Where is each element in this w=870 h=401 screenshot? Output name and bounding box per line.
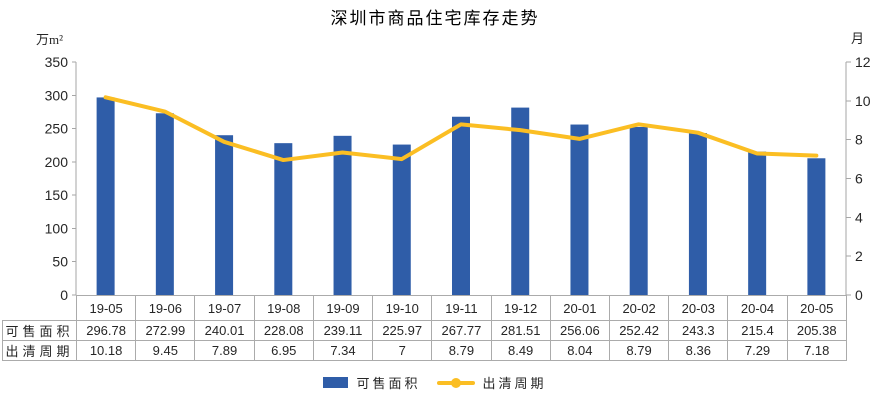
left-axis-unit-label: 万m² xyxy=(36,32,64,47)
bar-19-11 xyxy=(452,116,470,295)
bar-19-09 xyxy=(333,135,352,295)
legend-item-clearing-cycle: 出清周期 xyxy=(436,373,547,392)
cell-20-01: 256.06 xyxy=(549,320,610,341)
right-axis-tick-label: 4 xyxy=(855,209,863,225)
cell-19-12: 281.51 xyxy=(490,320,551,341)
month-label-19-07: 19-07 xyxy=(194,295,255,321)
data-table: 19-05 19-06 19-07 19-08 19-09 19-10 19-11 19-12… xyxy=(2,295,847,361)
left-axis-tick-label: 0 xyxy=(60,287,68,303)
chart-title: 深圳市商品住宅库存走势 xyxy=(330,9,540,28)
cell-20-01: 8.04 xyxy=(549,340,610,361)
left-axis-tick-label: 50 xyxy=(52,254,68,270)
right-axis-tick-label: 12 xyxy=(855,54,870,70)
month-label-20-02: 20-02 xyxy=(608,295,670,321)
bar-19-12 xyxy=(511,107,530,295)
bar-19-07 xyxy=(215,135,234,295)
right-axis-tick-label: 0 xyxy=(855,287,863,303)
month-label-19-10: 19-10 xyxy=(372,295,433,321)
cell-19-06: 9.45 xyxy=(135,340,196,361)
cell-20-05: 7.18 xyxy=(786,340,847,361)
month-label-19-12: 19-12 xyxy=(490,295,551,321)
cell-20-04: 215.4 xyxy=(727,320,788,341)
cell-20-02: 8.79 xyxy=(608,340,670,361)
cell-20-05: 205.38 xyxy=(786,320,847,341)
trend-line xyxy=(103,95,819,163)
row-header-clearing-cycle: 出清周期 xyxy=(2,340,77,361)
right-axis-tick-label: 6 xyxy=(855,171,863,187)
month-label-20-05: 20-05 xyxy=(786,295,847,321)
month-label-19-05: 19-05 xyxy=(75,295,137,321)
legend-dot-icon xyxy=(450,377,461,388)
month-label-19-09: 19-09 xyxy=(312,295,374,321)
month-label-20-03: 20-03 xyxy=(668,295,729,321)
bar-20-01 xyxy=(570,124,589,295)
right-axis-tick-label: 2 xyxy=(855,248,863,264)
bar-20-03 xyxy=(688,133,707,295)
legend: 可售面积 出清周期 xyxy=(0,373,870,392)
month-label-19-11: 19-11 xyxy=(431,295,492,321)
left-axis-tick-label: 200 xyxy=(45,154,69,170)
bar-20-04 xyxy=(748,151,767,295)
cell-20-03: 243.3 xyxy=(668,320,729,341)
month-label-19-08: 19-08 xyxy=(253,295,314,321)
bar-19-05 xyxy=(96,97,115,295)
cell-19-07: 240.01 xyxy=(194,320,255,341)
left-axis-tick-label: 250 xyxy=(45,121,69,137)
cell-19-05: 10.18 xyxy=(75,340,137,361)
legend-label: 出清周期 xyxy=(482,376,547,391)
bar-20-02 xyxy=(629,126,648,295)
left-axis-tick-label: 350 xyxy=(45,54,69,70)
cell-19-09: 7.34 xyxy=(312,340,374,361)
cell-19-08: 6.95 xyxy=(253,340,314,361)
table-corner-blank xyxy=(3,296,77,321)
cell-19-10: 7 xyxy=(372,340,433,361)
cell-19-06: 272.99 xyxy=(135,320,196,341)
left-axis-tick-label: 150 xyxy=(45,187,69,203)
right-axis-unit-label: 月 xyxy=(850,31,864,46)
bar-19-08 xyxy=(274,143,293,295)
cell-19-11: 8.79 xyxy=(431,340,492,361)
cell-19-10: 225.97 xyxy=(372,320,433,341)
legend-item-available-area: 可售面积 xyxy=(323,373,420,392)
cell-19-11: 267.77 xyxy=(431,320,492,341)
legend-bar-swatch-icon xyxy=(323,377,349,388)
table-row-available-area: 可售面积 296.78 272.99 240.01 228.08 239.11 225.97… xyxy=(2,320,847,341)
right-axis-tick-label: 8 xyxy=(855,132,863,148)
cell-20-02: 252.42 xyxy=(608,320,670,341)
left-axis-tick-label: 100 xyxy=(45,220,69,236)
left-axis-tick-label: 300 xyxy=(45,87,69,103)
table-row-months: 19-05 19-06 19-07 19-08 19-09 19-10 19-11 19-12… xyxy=(3,295,847,321)
table-row-clearing-cycle: 出清周期 10.18 9.45 7.89 6.95 7.34 7 8.79 8.49 8.04 8.… xyxy=(2,340,847,361)
month-label-20-01: 20-01 xyxy=(549,295,610,321)
right-axis-tick-label: 10 xyxy=(855,93,870,109)
cell-19-05: 296.78 xyxy=(75,320,137,341)
bar-19-06 xyxy=(155,113,174,295)
bar-19-10 xyxy=(392,144,411,295)
bar-20-05 xyxy=(807,158,826,295)
month-label-20-04: 20-04 xyxy=(727,295,788,321)
legend-line-marker-icon xyxy=(436,377,475,388)
cell-19-08: 228.08 xyxy=(253,320,314,341)
row-header-available-area: 可售面积 xyxy=(2,320,77,341)
legend-label: 可售面积 xyxy=(356,376,421,391)
cell-19-07: 7.89 xyxy=(194,340,255,361)
cell-19-12: 8.49 xyxy=(490,340,551,361)
cell-20-04: 7.29 xyxy=(727,340,788,361)
month-label-19-06: 19-06 xyxy=(135,295,196,321)
cell-20-03: 8.36 xyxy=(668,340,729,361)
cell-19-09: 239.11 xyxy=(312,320,374,341)
